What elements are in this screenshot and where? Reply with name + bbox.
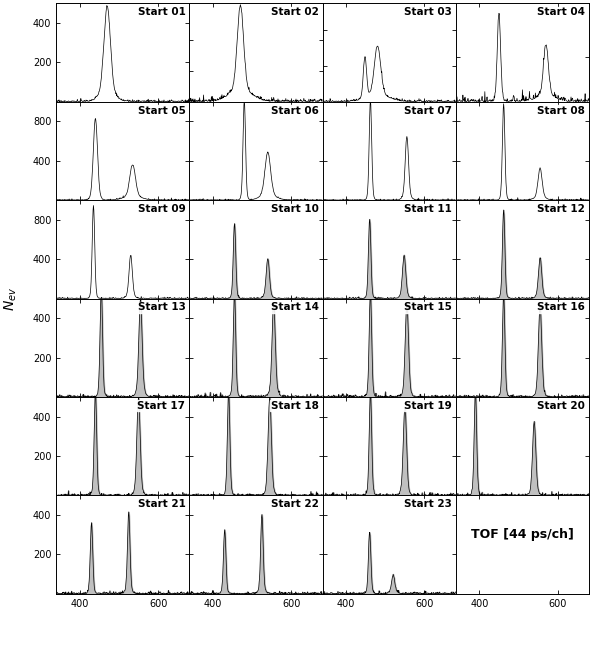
Text: Start 09: Start 09 bbox=[138, 204, 185, 214]
Text: Start 02: Start 02 bbox=[271, 7, 318, 17]
Text: Start 18: Start 18 bbox=[271, 401, 318, 411]
Text: Start 15: Start 15 bbox=[404, 302, 452, 312]
Text: Start 10: Start 10 bbox=[271, 204, 318, 214]
Text: Start 19: Start 19 bbox=[404, 401, 452, 411]
Text: Start 08: Start 08 bbox=[537, 106, 585, 116]
Text: Start 07: Start 07 bbox=[404, 106, 452, 116]
Text: Start 03: Start 03 bbox=[404, 7, 452, 17]
Text: Start 13: Start 13 bbox=[137, 302, 185, 312]
Text: Start 23: Start 23 bbox=[404, 499, 452, 509]
Text: Start 11: Start 11 bbox=[404, 204, 452, 214]
Text: Start 14: Start 14 bbox=[271, 302, 318, 312]
Text: $N_{ev}$: $N_{ev}$ bbox=[2, 286, 19, 311]
Text: Start 05: Start 05 bbox=[137, 106, 185, 116]
Text: Start 22: Start 22 bbox=[271, 499, 318, 509]
Text: Start 04: Start 04 bbox=[537, 7, 585, 17]
Text: Start 12: Start 12 bbox=[537, 204, 585, 214]
Text: Start 06: Start 06 bbox=[271, 106, 318, 116]
Text: Start 01: Start 01 bbox=[137, 7, 185, 17]
Text: Start 16: Start 16 bbox=[537, 302, 585, 312]
Text: Start 17: Start 17 bbox=[137, 401, 185, 411]
Text: Start 20: Start 20 bbox=[537, 401, 585, 411]
Text: Start 21: Start 21 bbox=[137, 499, 185, 509]
Text: TOF [44 ps/ch]: TOF [44 ps/ch] bbox=[471, 528, 574, 541]
